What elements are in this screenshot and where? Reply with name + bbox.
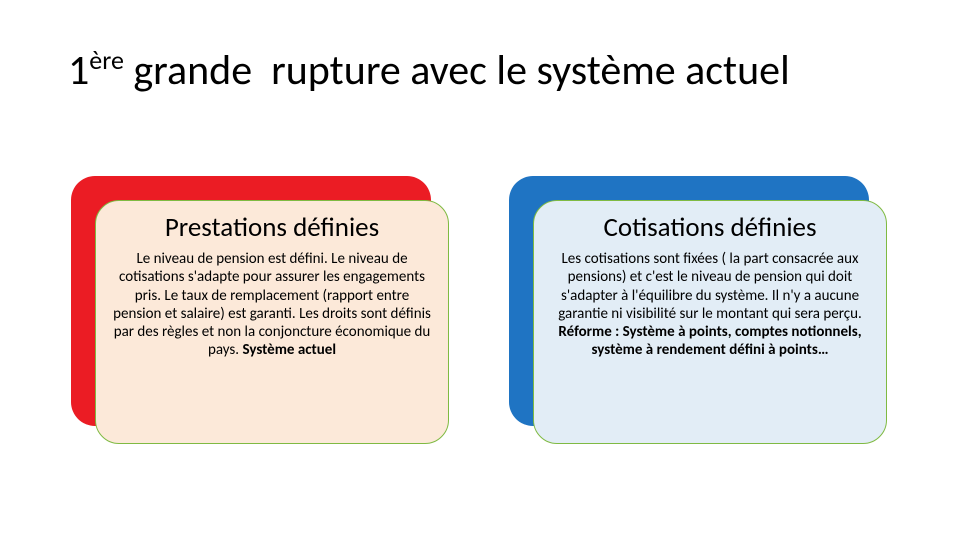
left-box: Prestations définies Le niveau de pensio… [71, 176, 451, 446]
slide: 1ère grande rupture avec le système actu… [0, 0, 960, 540]
left-card-title: Prestations définies [110, 211, 434, 244]
right-box: Cotisations définies Les cotisations son… [509, 176, 889, 446]
right-card-body: Les cotisations sont fixées ( la part co… [548, 250, 872, 360]
slide-title: 1ère grande rupture avec le système actu… [68, 48, 790, 94]
boxes-row: Prestations définies Le niveau de pensio… [0, 176, 960, 446]
right-front-card: Cotisations définies Les cotisations son… [533, 200, 887, 444]
left-card-body: Le niveau de pension est défini. Le nive… [110, 250, 434, 360]
left-front-card: Prestations définies Le niveau de pensio… [95, 200, 449, 444]
right-card-title: Cotisations définies [548, 211, 872, 244]
